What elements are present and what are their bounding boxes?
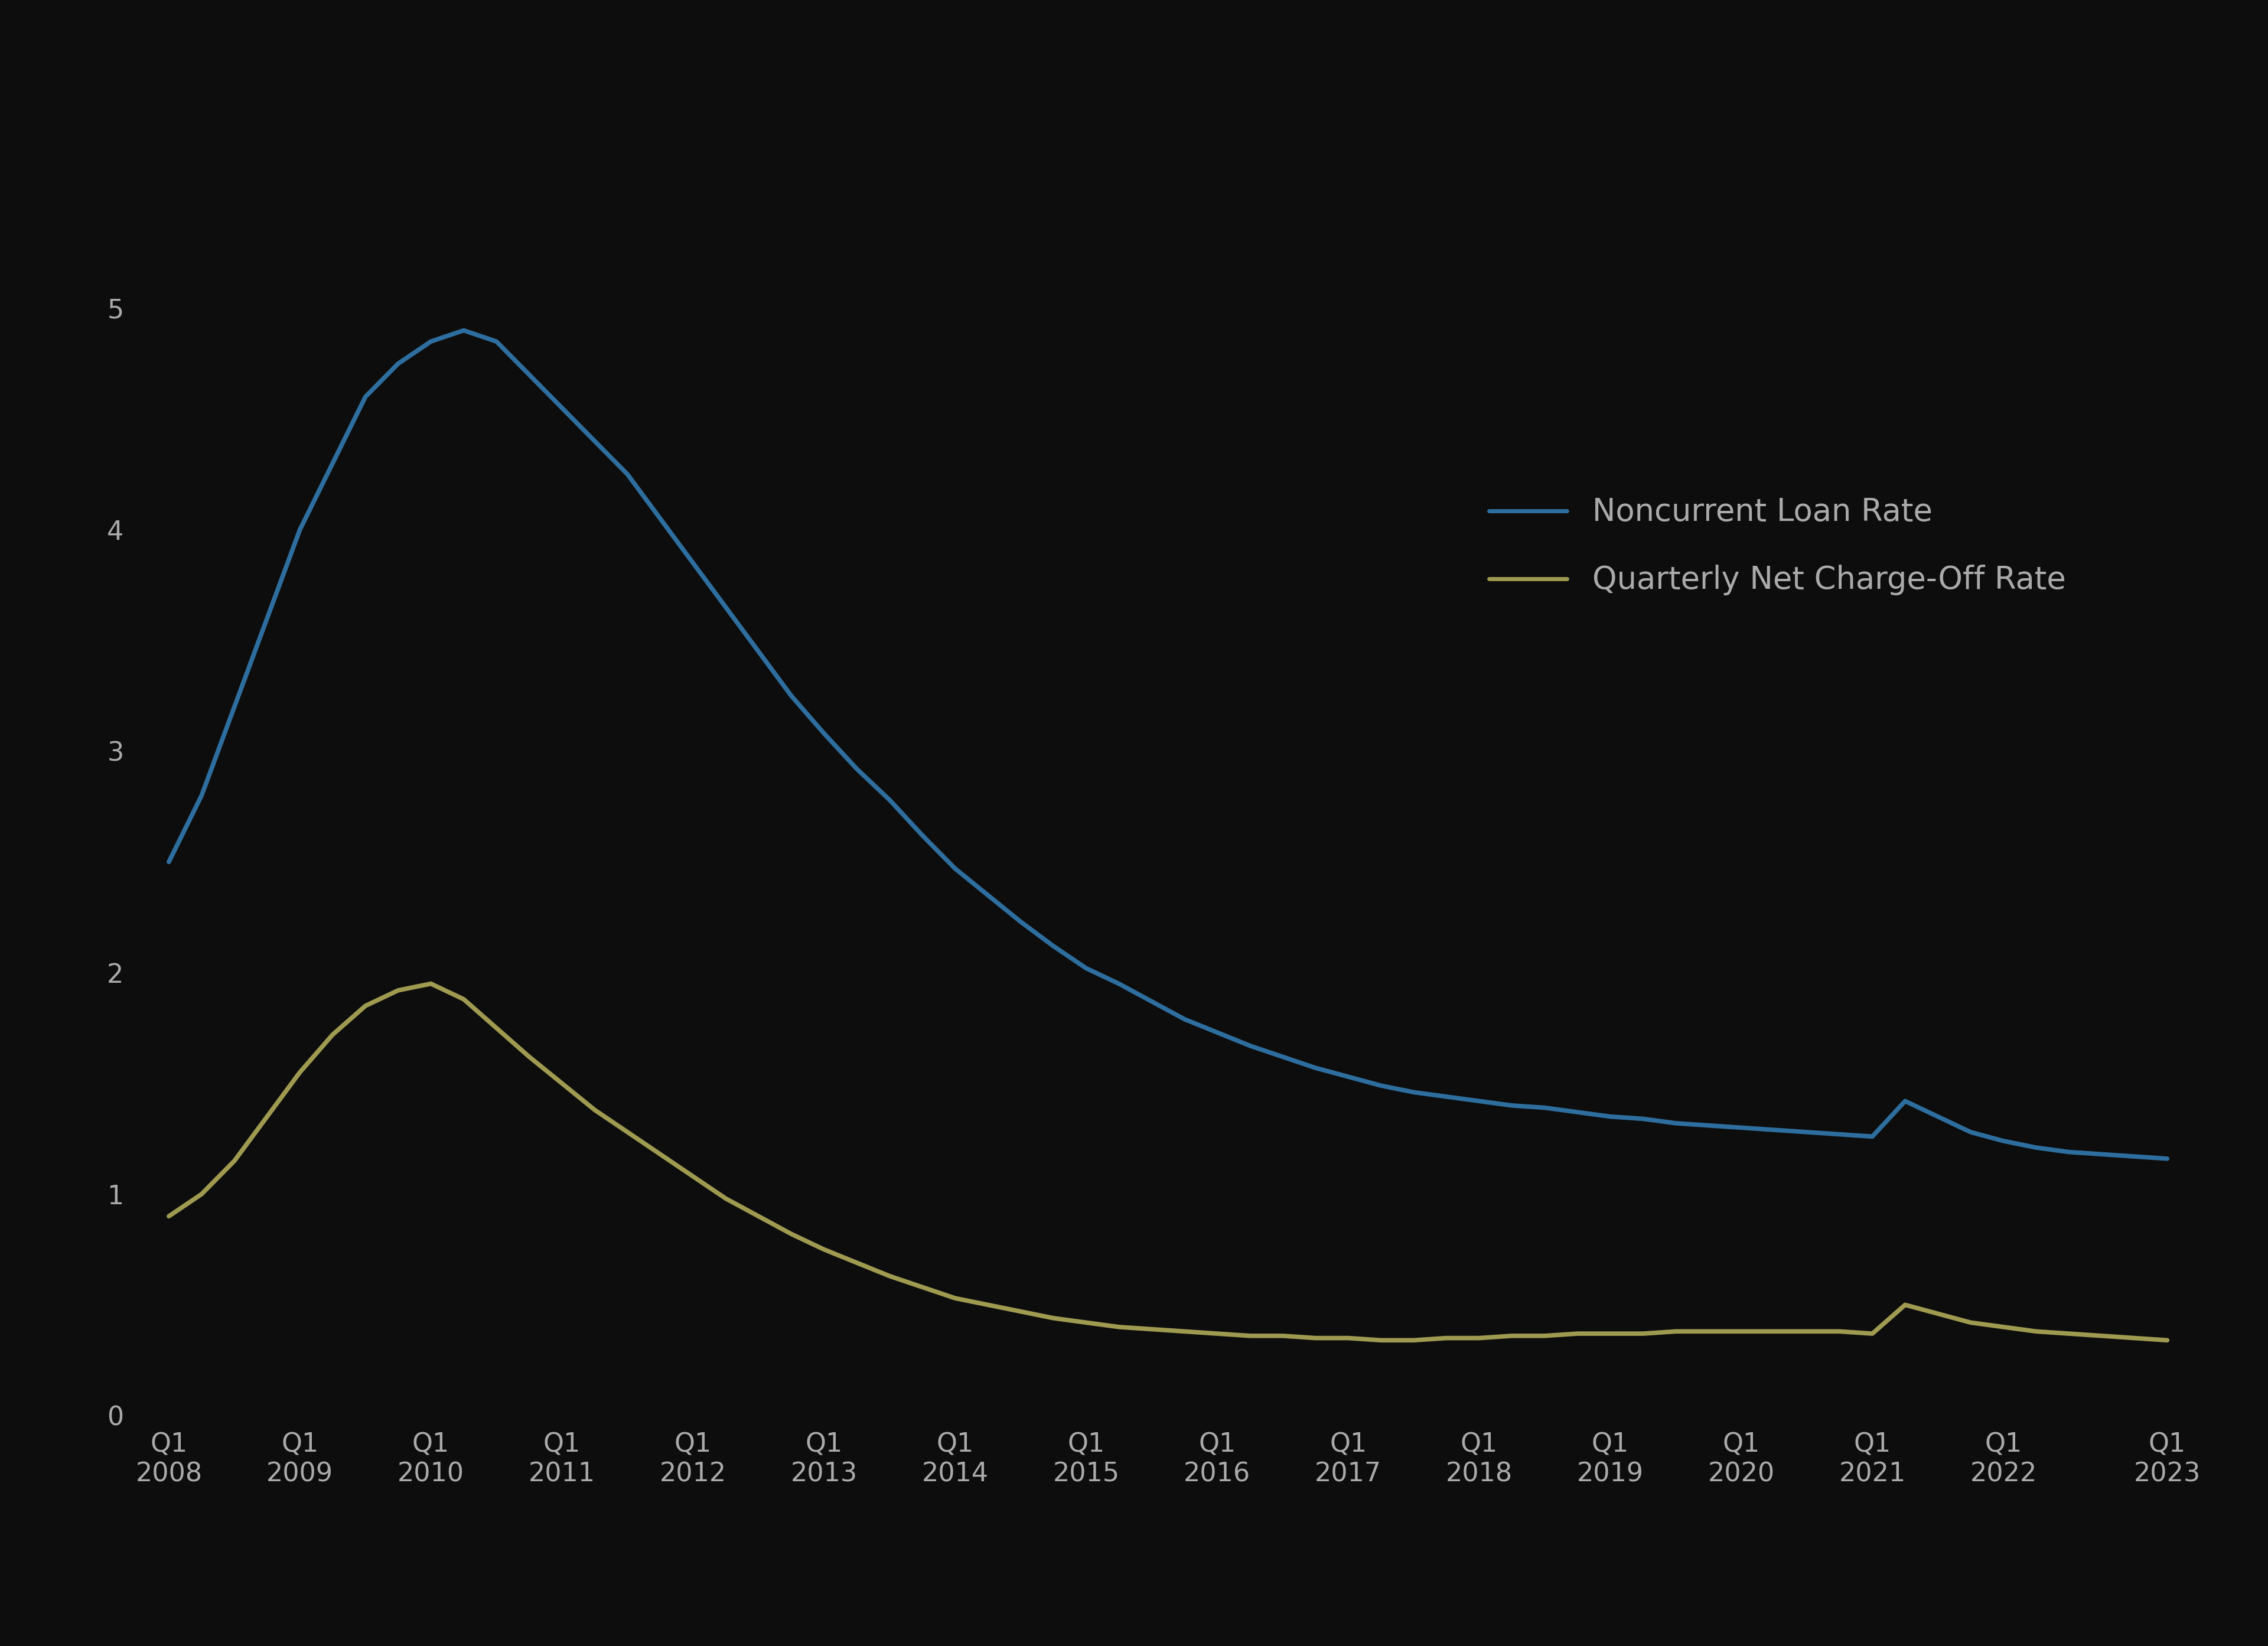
Noncurrent Loan Rate: [1170, 1009, 1198, 1029]
Quarterly Net Charge-Off Rate: [1368, 1330, 1395, 1350]
Noncurrent Loan Rate: [449, 321, 476, 341]
Legend: Noncurrent Loan Rate, Quarterly Net Charge-Off Rate: Noncurrent Loan Rate, Quarterly Net Char…: [1474, 481, 2082, 611]
Line: Noncurrent Loan Rate: Noncurrent Loan Rate: [168, 331, 2168, 1159]
Quarterly Net Charge-Off Rate: [712, 1188, 739, 1208]
Noncurrent Loan Rate: [320, 453, 347, 472]
Quarterly Net Charge-Off Rate: [581, 1100, 608, 1119]
Quarterly Net Charge-Off Rate: [1433, 1328, 1461, 1348]
Noncurrent Loan Rate: [581, 431, 608, 451]
Noncurrent Loan Rate: [154, 853, 181, 872]
Noncurrent Loan Rate: [1923, 1106, 1950, 1126]
Quarterly Net Charge-Off Rate: [2155, 1330, 2182, 1350]
Quarterly Net Charge-Off Rate: [417, 974, 445, 994]
Quarterly Net Charge-Off Rate: [320, 1025, 347, 1045]
Noncurrent Loan Rate: [1399, 1083, 1427, 1103]
Quarterly Net Charge-Off Rate: [154, 1207, 181, 1226]
Line: Quarterly Net Charge-Off Rate: Quarterly Net Charge-Off Rate: [168, 984, 2168, 1340]
Noncurrent Loan Rate: [2155, 1149, 2182, 1169]
Quarterly Net Charge-Off Rate: [1957, 1312, 1984, 1332]
Quarterly Net Charge-Off Rate: [1170, 1322, 1198, 1341]
Noncurrent Loan Rate: [712, 597, 739, 617]
